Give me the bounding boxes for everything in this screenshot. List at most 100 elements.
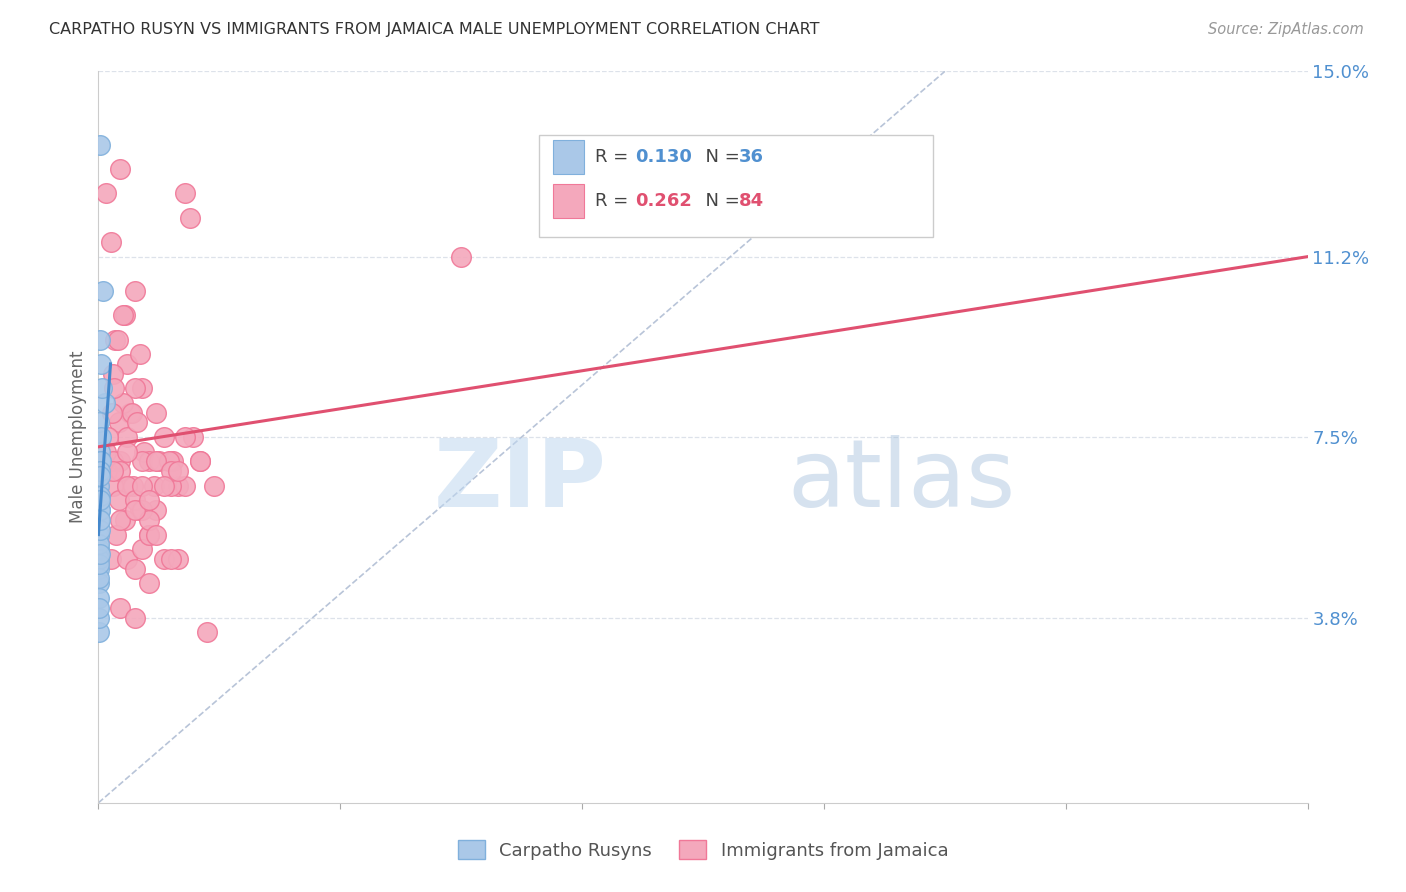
Point (131, 542, 153, 557)
Point (100, 406, 122, 420)
Point (134, 444, 156, 458)
Point (117, 479, 139, 493)
Point (131, 479, 153, 493)
Text: Source: ZipAtlas.com: Source: ZipAtlas.com (1208, 22, 1364, 37)
Point (89, 552, 111, 566)
Point (100, 552, 122, 566)
Point (89, 523, 111, 537)
Point (138, 576, 160, 591)
Point (104, 527, 127, 541)
Legend: Carpatho Rusyns, Immigrants from Jamaica: Carpatho Rusyns, Immigrants from Jamaica (450, 833, 956, 867)
Point (179, 211, 201, 225)
Point (195, 625, 218, 640)
Point (174, 186, 197, 201)
Point (87, 542, 110, 557)
Point (138, 493, 160, 508)
Point (124, 284, 146, 298)
Point (108, 493, 131, 508)
Point (148, 454, 170, 468)
Text: CARPATHO RUSYN VS IMMIGRANTS FROM JAMAICA MALE UNEMPLOYMENT CORRELATION CHART: CARPATHO RUSYN VS IMMIGRANTS FROM JAMAIC… (49, 22, 820, 37)
Point (89, 454, 111, 468)
Point (87, 527, 110, 541)
Point (117, 430, 139, 444)
Point (128, 503, 150, 517)
Point (89, 430, 111, 444)
Point (145, 454, 167, 468)
Point (89, 469, 111, 483)
Point (87, 600, 110, 615)
Point (118, 406, 141, 420)
Point (90, 430, 112, 444)
Point (90, 357, 112, 371)
Point (89, 333, 111, 347)
Text: N =: N = (695, 148, 745, 166)
Point (127, 416, 149, 430)
Point (167, 479, 190, 493)
Point (145, 527, 167, 541)
Point (138, 527, 160, 541)
Point (89, 503, 111, 517)
Point (101, 479, 124, 493)
Point (87, 610, 110, 624)
Text: 0.262: 0.262 (636, 193, 692, 211)
Point (174, 430, 197, 444)
Point (167, 464, 190, 478)
Point (89, 464, 111, 478)
Point (108, 464, 131, 478)
Point (450, 250, 472, 264)
Text: R =: R = (596, 148, 634, 166)
Point (94, 186, 117, 201)
Point (101, 464, 124, 478)
Point (152, 552, 174, 566)
Text: R =: R = (596, 193, 634, 211)
Point (91, 284, 114, 298)
Point (188, 454, 211, 468)
Point (87, 625, 110, 640)
Point (89, 493, 111, 508)
Text: 84: 84 (740, 193, 763, 211)
Point (124, 610, 146, 624)
Point (111, 308, 134, 322)
Text: ZIP: ZIP (433, 435, 606, 527)
Point (108, 600, 131, 615)
Point (107, 333, 129, 347)
Point (138, 527, 160, 541)
Point (122, 479, 145, 493)
Point (162, 454, 184, 468)
Point (97, 430, 120, 444)
Point (188, 454, 211, 468)
Point (114, 308, 136, 322)
Point (87, 562, 110, 576)
Point (128, 347, 150, 361)
Point (152, 479, 174, 493)
Text: 36: 36 (740, 148, 763, 166)
Point (89, 547, 111, 561)
Point (96, 464, 118, 478)
Point (89, 503, 111, 517)
Point (124, 503, 146, 517)
Point (117, 479, 139, 493)
Point (103, 381, 125, 395)
Point (138, 454, 160, 468)
Point (160, 552, 183, 566)
Point (89, 444, 111, 458)
Point (167, 552, 190, 566)
Point (181, 430, 204, 444)
Point (111, 396, 134, 410)
Point (117, 357, 139, 371)
Point (114, 513, 136, 527)
Point (121, 406, 143, 420)
Point (91, 381, 114, 395)
Point (138, 513, 160, 527)
Text: N =: N = (695, 193, 745, 211)
Point (131, 503, 153, 517)
Point (160, 479, 183, 493)
Point (104, 333, 127, 347)
Point (89, 591, 111, 605)
Point (108, 161, 131, 176)
Point (157, 454, 180, 468)
Point (124, 493, 146, 508)
Point (145, 503, 167, 517)
Point (160, 454, 183, 468)
Text: atlas: atlas (787, 435, 1017, 527)
